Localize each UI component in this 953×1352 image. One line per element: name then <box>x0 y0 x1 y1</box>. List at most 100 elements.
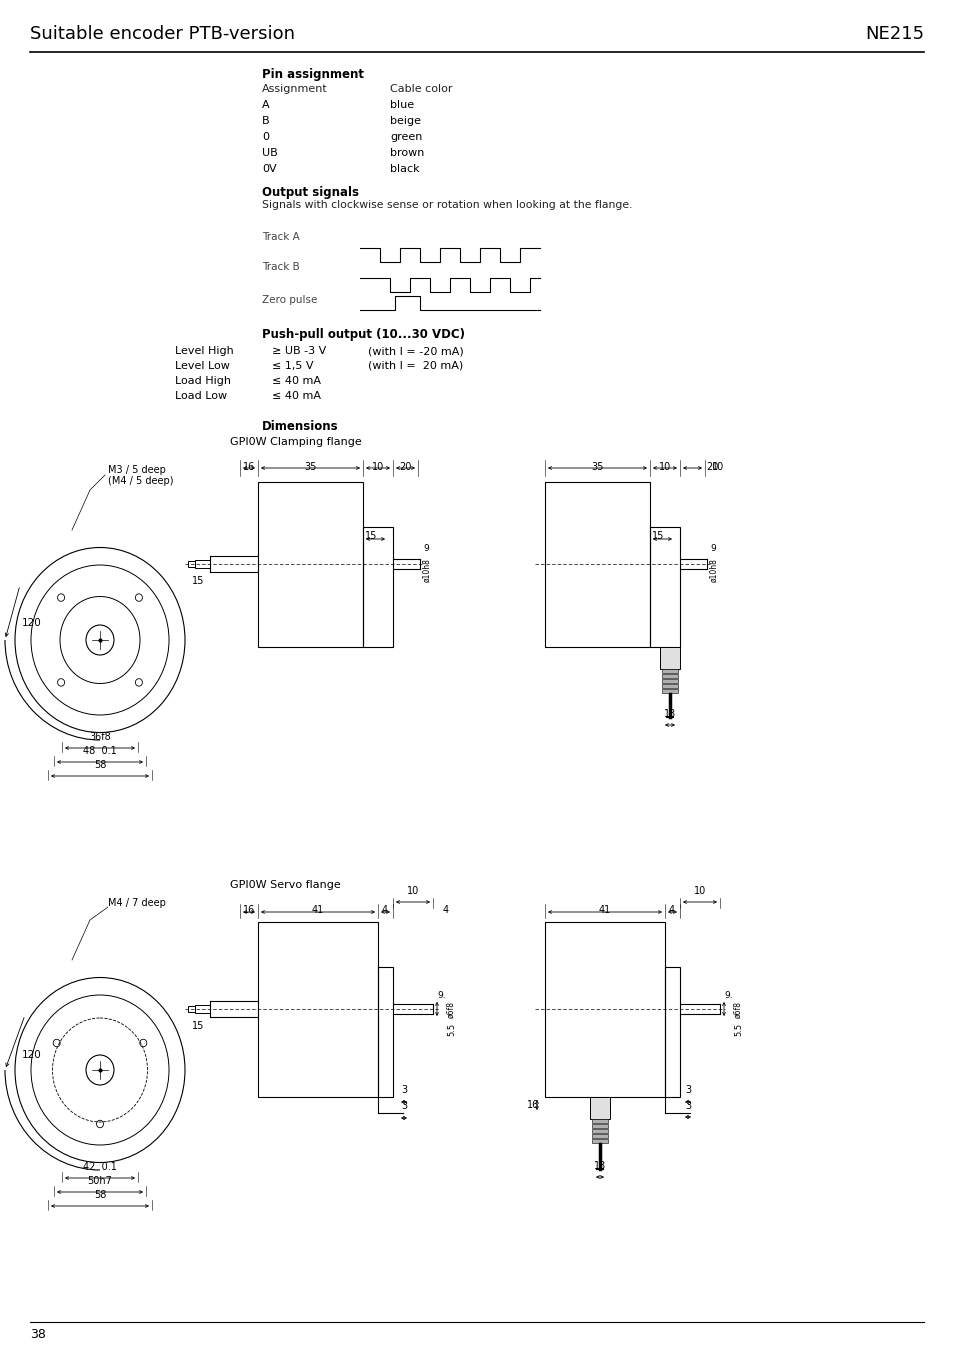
Bar <box>257 483 363 648</box>
Text: Level Low: Level Low <box>174 361 230 370</box>
Text: (with I =  20 mA): (with I = 20 mA) <box>368 361 463 370</box>
Bar <box>592 1124 607 1128</box>
Text: 10: 10 <box>406 886 418 896</box>
Bar <box>649 527 679 648</box>
Text: 58: 58 <box>93 760 106 771</box>
Text: 35: 35 <box>591 462 603 472</box>
Text: 42  0.1: 42 0.1 <box>83 1161 117 1172</box>
Text: GPI0W Servo flange: GPI0W Servo flange <box>230 880 340 890</box>
Text: 120: 120 <box>22 1051 42 1060</box>
Text: Track B: Track B <box>262 262 299 272</box>
Text: 20: 20 <box>705 462 718 472</box>
Text: 10: 10 <box>372 462 384 472</box>
Text: 15: 15 <box>192 1021 204 1032</box>
Text: 10: 10 <box>693 886 705 896</box>
Text: Level High: Level High <box>174 346 233 356</box>
Text: 5.5: 5.5 <box>447 1023 456 1036</box>
Bar <box>592 1138 607 1142</box>
Text: beige: beige <box>390 116 420 126</box>
Text: Track A: Track A <box>262 233 299 242</box>
Text: 9: 9 <box>709 544 715 553</box>
Text: 3: 3 <box>400 1086 407 1095</box>
Text: (M4 / 5 deep): (M4 / 5 deep) <box>108 476 173 485</box>
Text: B: B <box>262 116 270 126</box>
Text: 4: 4 <box>442 904 448 915</box>
Text: ≥ UB -3 V: ≥ UB -3 V <box>272 346 326 356</box>
Text: A: A <box>262 100 270 110</box>
Text: 38: 38 <box>30 1328 46 1341</box>
Text: 13: 13 <box>594 1161 605 1171</box>
Text: 4: 4 <box>381 904 388 915</box>
Text: 16: 16 <box>526 1101 538 1110</box>
Text: ø10h8: ø10h8 <box>709 558 719 581</box>
Bar <box>661 679 678 683</box>
Bar <box>544 483 649 648</box>
Text: (with I = -20 mA): (with I = -20 mA) <box>368 346 463 356</box>
Text: 58: 58 <box>93 1190 106 1201</box>
Text: 16: 16 <box>243 462 254 472</box>
Text: ø6f8: ø6f8 <box>447 1000 456 1018</box>
Bar <box>589 1096 609 1119</box>
Text: M4 / 7 deep: M4 / 7 deep <box>108 898 166 909</box>
Text: 9.: 9. <box>723 991 732 1000</box>
Text: ≤ 40 mA: ≤ 40 mA <box>272 376 320 387</box>
Text: 15: 15 <box>651 531 663 541</box>
Text: 13: 13 <box>663 708 676 719</box>
Text: black: black <box>390 164 419 174</box>
Text: ø6f8: ø6f8 <box>733 1000 742 1018</box>
Bar <box>661 669 678 673</box>
Text: 4: 4 <box>668 904 675 915</box>
Text: M3 / 5 deep: M3 / 5 deep <box>108 465 166 475</box>
Text: 9.: 9. <box>436 991 445 1000</box>
Text: Signals with clockwise sense or rotation when looking at the flange.: Signals with clockwise sense or rotation… <box>262 200 632 210</box>
Text: Assignment: Assignment <box>262 84 328 95</box>
Text: 3: 3 <box>684 1101 690 1111</box>
Text: 50h7: 50h7 <box>88 1176 112 1186</box>
Bar <box>592 1119 607 1124</box>
Text: NE215: NE215 <box>864 24 923 43</box>
Text: 120: 120 <box>22 618 42 627</box>
Text: 3: 3 <box>684 1086 690 1095</box>
Bar <box>194 560 210 568</box>
Text: UB: UB <box>262 147 277 158</box>
Bar <box>544 922 664 1096</box>
Text: 36f8: 36f8 <box>89 731 111 742</box>
Bar <box>659 648 679 669</box>
Text: 15: 15 <box>192 576 204 585</box>
Text: blue: blue <box>390 100 414 110</box>
Text: ø10h8: ø10h8 <box>422 558 432 581</box>
Text: 48  0.1: 48 0.1 <box>83 746 117 756</box>
Text: Push-pull output (10...30 VDC): Push-pull output (10...30 VDC) <box>262 329 464 341</box>
Text: Cable color: Cable color <box>390 84 452 95</box>
Bar <box>377 967 393 1096</box>
Text: 15: 15 <box>365 531 377 541</box>
Bar <box>194 1005 210 1013</box>
Text: 35: 35 <box>304 462 316 472</box>
Text: 3: 3 <box>400 1101 407 1111</box>
Text: 5.5: 5.5 <box>733 1023 742 1036</box>
Text: 0V: 0V <box>262 164 276 174</box>
Text: Load High: Load High <box>174 376 231 387</box>
Bar <box>592 1129 607 1133</box>
Text: ≤ 40 mA: ≤ 40 mA <box>272 391 320 402</box>
Text: green: green <box>390 132 422 142</box>
Bar <box>592 1134 607 1138</box>
Bar <box>661 675 678 677</box>
Text: GPI0W Clamping flange: GPI0W Clamping flange <box>230 437 361 448</box>
Text: 9: 9 <box>422 544 428 553</box>
Text: 0: 0 <box>262 132 269 142</box>
Text: Suitable encoder PTB-version: Suitable encoder PTB-version <box>30 24 294 43</box>
Text: 41: 41 <box>312 904 324 915</box>
Text: 16: 16 <box>243 904 254 915</box>
Bar <box>188 561 194 566</box>
Text: Output signals: Output signals <box>262 187 358 199</box>
Bar <box>664 967 679 1096</box>
Bar <box>661 690 678 694</box>
Text: Load Low: Load Low <box>174 391 227 402</box>
Text: brown: brown <box>390 147 424 158</box>
Text: 10: 10 <box>711 462 723 472</box>
Bar <box>188 1006 194 1013</box>
Text: Pin assignment: Pin assignment <box>262 68 364 81</box>
Text: 41: 41 <box>598 904 611 915</box>
Bar <box>363 527 393 648</box>
